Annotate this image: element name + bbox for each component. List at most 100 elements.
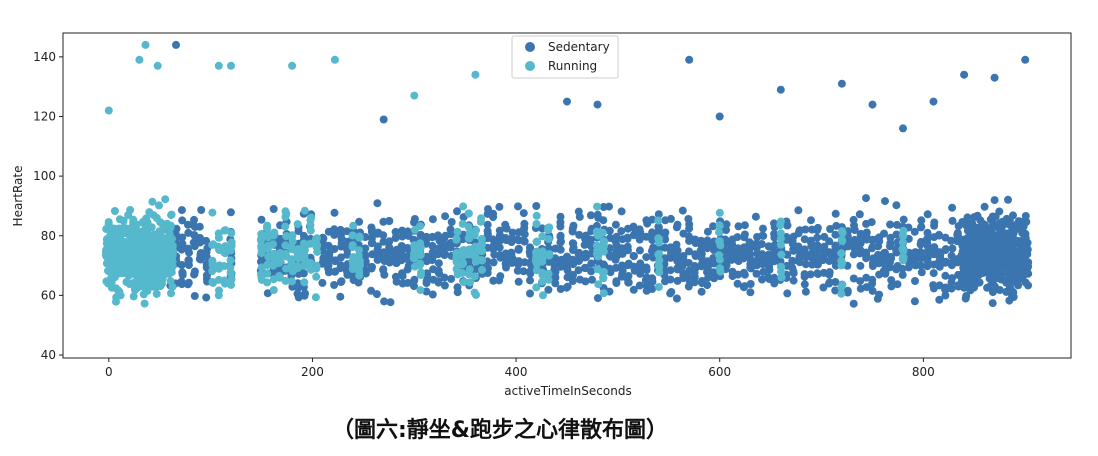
legend-box xyxy=(511,35,619,79)
point-sedentary xyxy=(1023,262,1032,271)
y-tick-label: 140 xyxy=(33,50,56,64)
point-sedentary xyxy=(226,208,235,217)
point-running xyxy=(776,221,785,230)
point-running xyxy=(477,256,485,265)
point-sedentary xyxy=(990,73,999,82)
point-running xyxy=(544,275,553,284)
point-running xyxy=(452,257,461,266)
point-sedentary xyxy=(385,217,394,225)
point-sedentary xyxy=(959,277,968,285)
point-sedentary xyxy=(178,239,187,248)
point-sedentary xyxy=(971,249,979,258)
point-sedentary xyxy=(746,280,755,288)
point-running xyxy=(147,223,156,232)
point-sedentary xyxy=(330,281,339,289)
point-sedentary xyxy=(507,250,516,259)
point-sedentary xyxy=(826,225,835,233)
point-sedentary xyxy=(862,248,870,257)
point-sedentary xyxy=(666,266,675,275)
point-sedentary xyxy=(403,244,412,252)
point-sedentary xyxy=(935,252,944,261)
point-running xyxy=(470,272,479,281)
point-sedentary xyxy=(911,277,919,285)
point-sedentary xyxy=(391,272,400,281)
point-sedentary xyxy=(178,270,187,279)
point-sedentary xyxy=(337,253,345,262)
point-sedentary xyxy=(757,240,766,248)
point-running xyxy=(165,230,174,238)
point-sedentary xyxy=(385,237,394,246)
point-sedentary xyxy=(519,209,528,218)
point-sedentary xyxy=(873,256,882,265)
point-sedentary xyxy=(398,272,407,281)
point-sedentary xyxy=(550,257,559,266)
point-sedentary xyxy=(721,259,730,268)
point-running xyxy=(458,252,467,261)
point-running xyxy=(293,264,302,272)
point-sedentary xyxy=(831,209,840,218)
point-sedentary xyxy=(514,277,523,286)
point-sedentary xyxy=(569,239,578,248)
point-sedentary xyxy=(489,258,498,267)
point-sedentary xyxy=(875,290,884,299)
point-running xyxy=(539,291,547,300)
point-sedentary xyxy=(635,225,644,234)
point-sedentary xyxy=(513,235,522,244)
point-sedentary xyxy=(635,281,644,290)
point-running xyxy=(300,247,309,256)
point-sedentary xyxy=(672,294,681,303)
point-running xyxy=(288,237,297,246)
point-sedentary xyxy=(489,244,498,253)
point-running xyxy=(538,251,547,260)
point-running xyxy=(838,281,847,289)
point-running xyxy=(269,231,278,240)
point-running xyxy=(837,249,846,258)
point-sedentary xyxy=(373,246,382,254)
point-sedentary xyxy=(368,238,377,247)
point-sedentary xyxy=(520,237,529,246)
point-sedentary xyxy=(422,232,431,241)
point-running xyxy=(600,237,609,246)
point-sedentary xyxy=(331,257,340,266)
point-sedentary xyxy=(635,235,644,244)
point-running xyxy=(545,251,554,260)
point-sedentary xyxy=(666,243,675,252)
point-sedentary xyxy=(881,197,889,206)
x-tick-label: 600 xyxy=(708,365,731,379)
point-sedentary xyxy=(184,256,193,265)
point-sedentary xyxy=(758,250,767,259)
point-sedentary xyxy=(1001,238,1010,247)
point-sedentary xyxy=(704,239,713,248)
point-sedentary xyxy=(988,212,997,221)
point-sedentary xyxy=(995,207,1004,216)
point-sedentary xyxy=(697,240,705,249)
point-running xyxy=(300,206,309,215)
point-running xyxy=(415,245,424,254)
point-running xyxy=(837,289,846,298)
point-running xyxy=(126,249,135,258)
point-running xyxy=(214,233,223,242)
point-running xyxy=(478,265,486,274)
point-sedentary xyxy=(800,235,809,244)
point-sedentary xyxy=(685,236,694,245)
point-running xyxy=(138,227,147,236)
point-sedentary xyxy=(964,219,973,228)
point-sedentary xyxy=(904,263,913,272)
point-sedentary xyxy=(190,292,199,300)
point-running xyxy=(544,269,553,278)
point-running xyxy=(110,207,119,215)
point-running xyxy=(452,265,461,274)
point-running xyxy=(226,269,235,278)
point-sedentary xyxy=(1021,212,1030,220)
point-running xyxy=(715,228,723,237)
point-running xyxy=(716,267,725,276)
point-running xyxy=(459,278,468,287)
point-sedentary xyxy=(624,278,633,287)
point-sedentary xyxy=(269,205,278,213)
point-sedentary xyxy=(874,242,883,251)
point-running xyxy=(263,261,272,270)
point-sedentary xyxy=(190,215,198,224)
point-running xyxy=(282,209,291,218)
point-sedentary xyxy=(868,100,877,109)
point-sedentary xyxy=(526,276,534,285)
